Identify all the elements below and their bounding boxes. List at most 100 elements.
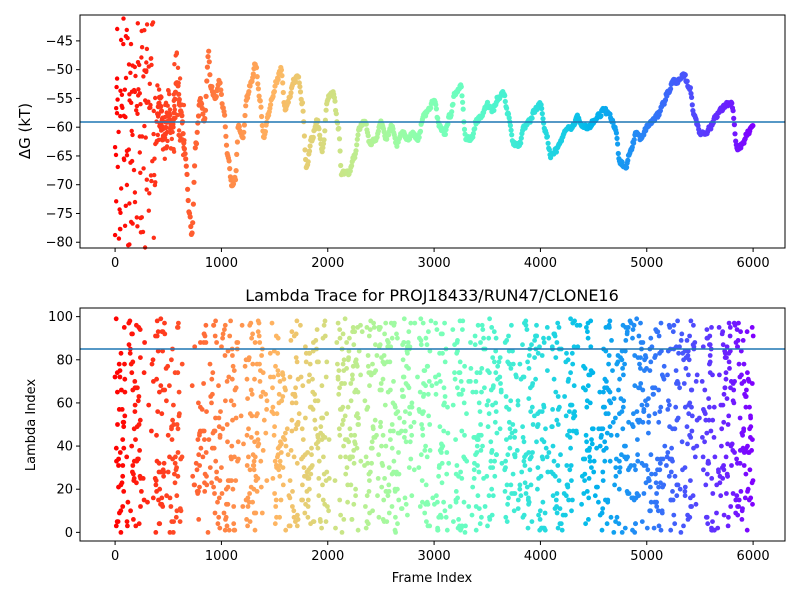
lambda-point (239, 322, 245, 328)
lambda-point (209, 376, 215, 382)
lambda-point (745, 443, 750, 449)
lambda-point (706, 396, 711, 401)
delta-g-point (629, 144, 635, 150)
lambda-point (402, 435, 407, 440)
lambda-point (434, 493, 439, 499)
delta-g-point (176, 91, 182, 97)
delta-g-point (187, 214, 193, 220)
lambda-point (419, 478, 425, 483)
lambda-point (743, 404, 749, 410)
delta-g-point (199, 101, 205, 107)
lambda-point (289, 417, 295, 423)
delta-g-point (144, 60, 149, 65)
lambda-point (620, 366, 625, 371)
lambda-point (275, 350, 281, 356)
lambda-point (160, 348, 166, 354)
lambda-point (240, 504, 246, 509)
lambda-point (365, 363, 371, 369)
lambda-point (515, 398, 521, 404)
lambda-point (632, 530, 638, 535)
lambda-point (311, 519, 317, 524)
delta-g-point (334, 120, 341, 126)
lambda-point (377, 342, 383, 348)
lambda-point (442, 320, 447, 326)
lambda-point (271, 348, 277, 354)
lambda-point (300, 383, 306, 389)
lambda-point (502, 489, 508, 494)
lambda-point (320, 497, 326, 503)
lambda-point (605, 411, 611, 417)
lambda-point (682, 465, 688, 470)
lambda-point (439, 460, 445, 466)
y-tick-label: 60 (56, 396, 73, 411)
delta-g-point (226, 158, 232, 164)
lambda-point (138, 504, 143, 509)
lambda-point (523, 491, 529, 496)
lambda-point (407, 439, 413, 445)
delta-g-point (152, 156, 157, 161)
delta-g-point (232, 177, 239, 183)
lambda-point (740, 432, 745, 438)
lambda-point (401, 419, 407, 425)
delta-g-point (151, 108, 156, 114)
delta-g-point (132, 190, 138, 195)
lambda-point (442, 359, 448, 365)
lambda-point (392, 404, 398, 410)
lambda-point (206, 437, 212, 442)
lambda-point (247, 467, 253, 473)
y-tick-label: −45 (46, 34, 73, 49)
lambda-point (263, 391, 268, 397)
lambda-point (256, 320, 262, 326)
lambda-point (709, 325, 714, 330)
lambda-point (320, 482, 325, 488)
delta-g-point (278, 67, 284, 73)
lambda-point (539, 409, 545, 414)
lambda-point (352, 432, 358, 438)
lambda-point (639, 402, 645, 408)
lambda-point (192, 482, 198, 488)
lambda-point (367, 383, 372, 389)
delta-g-point (177, 76, 183, 81)
lambda-point (423, 443, 428, 449)
lambda-point (633, 521, 638, 527)
lambda-point (599, 527, 605, 533)
lambda-point (246, 426, 251, 432)
lambda-point (420, 320, 426, 326)
lambda-point (478, 422, 483, 427)
lambda-point (450, 402, 456, 408)
lambda-point (689, 387, 695, 393)
lambda-point (244, 432, 250, 438)
lambda-point (520, 435, 526, 440)
delta-g-point (223, 133, 229, 139)
lambda-point (345, 357, 351, 363)
lambda-point (563, 512, 568, 518)
lambda-point (382, 476, 387, 481)
delta-g-point (170, 121, 176, 127)
lambda-point (321, 322, 327, 328)
x-tick-label: 5000 (630, 549, 663, 564)
lambda-point (422, 448, 428, 453)
lambda-point (383, 320, 389, 326)
lambda-point (694, 443, 700, 449)
lambda-point (682, 348, 688, 354)
lambda-point (685, 441, 690, 447)
lambda-point (252, 376, 257, 382)
lambda-point (626, 419, 631, 425)
lambda-point (380, 376, 386, 382)
lambda-point (475, 463, 480, 468)
lambda-point (229, 443, 235, 449)
lambda-point (510, 348, 515, 354)
lambda-point (508, 482, 514, 488)
lambda-point (677, 486, 683, 492)
lambda-point (365, 521, 371, 527)
lambda-point (161, 469, 167, 475)
delta-g-point (203, 93, 209, 99)
lambda-point (343, 454, 348, 460)
lambda-point (707, 404, 712, 410)
lambda-point (526, 366, 532, 371)
lambda-point (280, 372, 286, 378)
delta-g-point (190, 201, 196, 207)
lambda-point (294, 523, 300, 529)
lambda-point (246, 355, 252, 360)
lambda-point (322, 333, 328, 339)
